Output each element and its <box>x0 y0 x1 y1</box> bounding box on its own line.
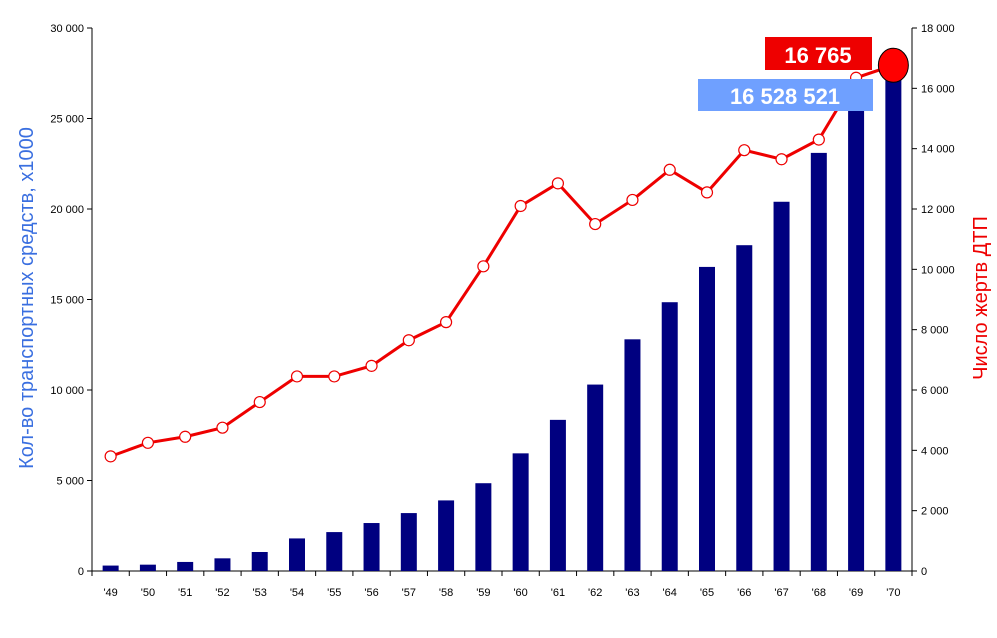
y-left-tick-label: 0 <box>78 566 84 578</box>
line-point <box>104 450 117 463</box>
annotations: 16 765 16 528 521 <box>698 37 873 111</box>
bar <box>400 513 417 571</box>
line-point <box>738 144 751 157</box>
bar <box>363 523 380 571</box>
line-point <box>439 316 453 329</box>
x-tick-label: '62 <box>588 587 602 599</box>
bar-series <box>102 72 902 571</box>
line-point <box>775 153 788 166</box>
bar <box>326 532 343 571</box>
tick-labels: 0 5 000 10 000 15 000 20 000 25 000 30 000 0 2 0… <box>50 23 954 599</box>
bar <box>885 72 902 571</box>
x-tick-label: '63 <box>625 587 639 599</box>
y-axis-left-label: Кол-во транспортных средств, x1000 <box>16 127 38 469</box>
line-series <box>104 47 909 463</box>
x-tick-label: '58 <box>439 587 453 599</box>
y-left-tick-label: 5 000 <box>56 476 84 488</box>
x-tick-label: '64 <box>663 587 677 599</box>
x-tick-label: '70 <box>886 587 900 599</box>
line-point <box>589 217 602 231</box>
x-tick-label: '60 <box>513 587 527 599</box>
bar <box>624 339 641 571</box>
y-left-tick-label: 10 000 <box>50 385 84 397</box>
y-left-tick-label: 30 000 <box>50 23 84 35</box>
bar <box>102 565 119 571</box>
bar <box>699 266 715 571</box>
annotation-red-box <box>765 37 872 70</box>
bar <box>475 483 492 571</box>
y-right-tick-label: 6 000 <box>921 385 949 397</box>
line-point <box>402 334 415 347</box>
annotation-bar-last: 16 528 521 <box>730 84 840 109</box>
x-tick-label: '53 <box>253 587 267 599</box>
x-tick-label: '59 <box>476 587 490 599</box>
y-right-tick-label: 18 000 <box>921 23 955 35</box>
bar <box>848 94 865 571</box>
bar <box>139 564 156 571</box>
line-point <box>812 133 825 146</box>
line-point <box>700 186 714 199</box>
x-tick-label: '55 <box>327 587 341 599</box>
bar <box>251 551 268 571</box>
annotation-line-last: 16 765 <box>784 43 851 68</box>
x-tick-label: '50 <box>141 587 155 599</box>
y-axis-right-label: Число жертв ДТП <box>970 216 992 380</box>
x-tick-label: '61 <box>551 587 565 599</box>
y-right-tick-label: 16 000 <box>921 83 955 95</box>
bar <box>177 561 194 571</box>
bar <box>587 384 604 571</box>
bar <box>438 500 455 571</box>
y-right-tick-label: 14 000 <box>921 144 955 156</box>
bar <box>289 538 305 571</box>
line-point <box>514 199 527 213</box>
x-tick-label: '57 <box>402 587 416 599</box>
line-point <box>663 163 676 176</box>
bar <box>661 302 678 571</box>
y-left-tick-label: 15 000 <box>50 295 84 307</box>
line-point <box>253 395 266 409</box>
x-tick-label: '49 <box>103 587 117 599</box>
line-point <box>328 370 341 383</box>
y-right-tick-label: 4 000 <box>921 445 949 457</box>
y-right-tick-label: 12 000 <box>921 204 955 216</box>
line-point <box>290 370 304 383</box>
y-right-tick-label: 10 000 <box>921 264 955 276</box>
x-tick-label: '66 <box>737 587 751 599</box>
x-tick-label: '56 <box>364 587 378 599</box>
y-right-tick-label: 2 000 <box>921 506 949 518</box>
bar <box>214 558 231 571</box>
bar <box>736 245 753 571</box>
bar <box>810 152 827 571</box>
y-right-tick-label: 8 000 <box>921 325 949 337</box>
x-tick-label: '65 <box>700 587 714 599</box>
y-right-tick-label: 0 <box>921 566 927 578</box>
x-tick-label: '52 <box>215 587 229 599</box>
y-left-tick-label: 20 000 <box>50 204 84 216</box>
line-point <box>626 193 639 207</box>
line-point <box>141 436 155 449</box>
bar <box>773 201 790 571</box>
line-point <box>365 359 378 372</box>
line-point <box>477 260 490 273</box>
line-point <box>551 177 565 190</box>
bar <box>549 419 566 571</box>
bar <box>512 453 529 571</box>
x-tick-label: '69 <box>849 587 863 599</box>
annotation-blue-box <box>698 79 873 111</box>
x-tick-label: '51 <box>178 587 192 599</box>
x-tick-label: '68 <box>812 587 826 599</box>
x-tick-label: '54 <box>290 587 304 599</box>
y-left-tick-label: 25 000 <box>50 114 84 126</box>
line-path <box>110 63 894 458</box>
line-point <box>179 430 192 443</box>
line-point <box>216 421 229 434</box>
line-point-highlight <box>877 47 909 83</box>
x-tick-label: '67 <box>774 587 788 599</box>
